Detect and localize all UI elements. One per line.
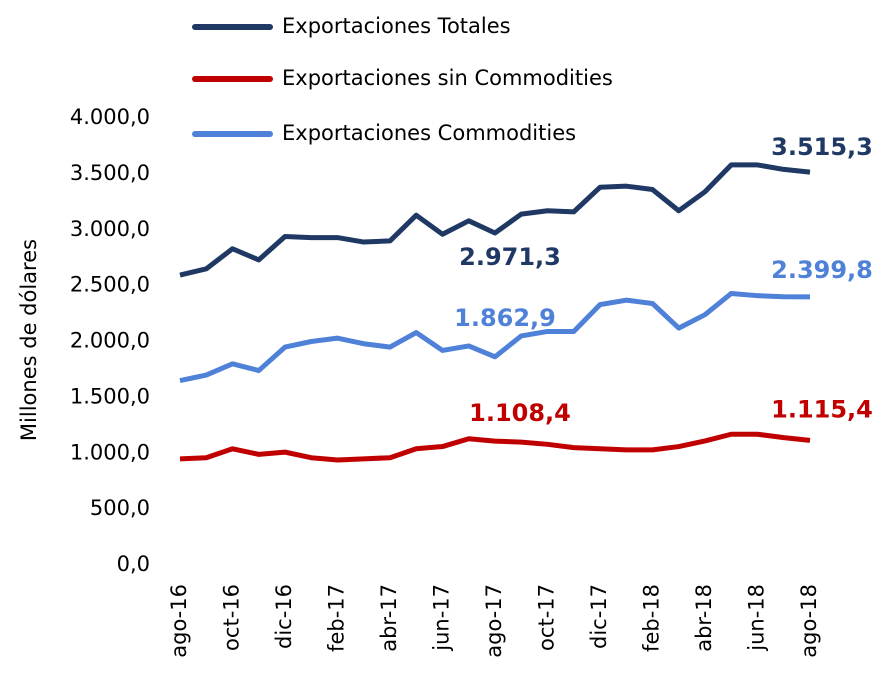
legend-label: Exportaciones Totales [282, 14, 511, 38]
data-label: 1.862,9 [454, 304, 556, 332]
y-tick-label: 1.500,0 [70, 384, 150, 408]
x-tick-label: ago-18 [797, 584, 821, 658]
y-tick-label: 3.500,0 [70, 161, 150, 185]
x-tick-label: feb-18 [640, 584, 664, 652]
x-tick-label: ago-17 [482, 584, 506, 658]
x-tick-label: abr-17 [377, 584, 401, 652]
line [179, 431, 811, 463]
x-tick-label: dic-16 [272, 584, 296, 649]
y-tick-label: 1.000,0 [70, 440, 150, 464]
data-label: 2.971,3 [459, 243, 561, 271]
legend-label: Exportaciones sin Commodities [282, 66, 613, 90]
data-label: 2.399,8 [771, 256, 873, 284]
data-label: 3.515,3 [771, 133, 873, 161]
x-tick-label: jun-18 [745, 584, 769, 652]
line [179, 290, 811, 384]
data-label: 1.115,4 [771, 395, 873, 423]
x-tick-label: ago-16 [167, 584, 191, 658]
y-tick-label: 0,0 [117, 552, 150, 576]
x-tick-label: oct-16 [220, 584, 244, 651]
y-tick-label: 2.500,0 [70, 273, 150, 297]
y-tick-label: 4.000,0 [70, 105, 150, 129]
x-tick-label: feb-17 [325, 584, 349, 652]
legend-label: Exportaciones Commodities [282, 121, 576, 145]
y-tick-label: 3.000,0 [70, 217, 150, 241]
y-tick-label: 500,0 [90, 496, 150, 520]
data-label: 1.108,4 [469, 399, 571, 427]
x-tick-label: dic-17 [587, 584, 611, 649]
x-tick-label: oct-17 [535, 584, 559, 651]
y-axis-label: Millones de dólares [17, 239, 41, 441]
y-tick-label: 2.000,0 [70, 329, 150, 353]
x-tick-label: abr-18 [692, 584, 716, 652]
x-tick-label: jun-17 [430, 584, 454, 652]
line [179, 162, 811, 278]
